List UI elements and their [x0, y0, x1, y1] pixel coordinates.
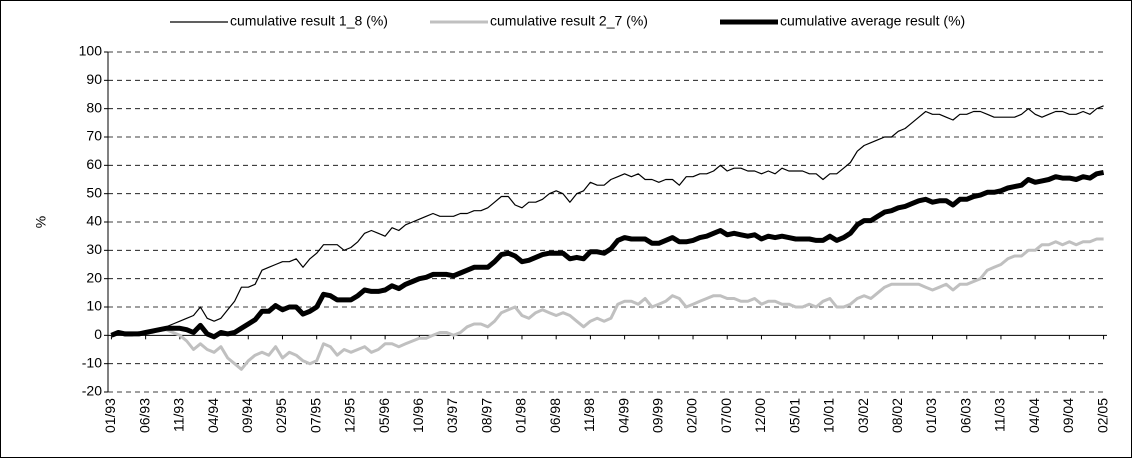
- x-tick-label: 03/97: [444, 398, 460, 433]
- x-tick-label: 11/93: [171, 398, 187, 432]
- y-tick-label: 70: [86, 128, 102, 144]
- series-line: [110, 237, 1104, 371]
- x-tick-label: 04/99: [615, 398, 631, 433]
- x-tick-label: 10/01: [821, 398, 837, 433]
- series-line: [110, 169, 1105, 340]
- legend-label: cumulative average result (%): [780, 13, 965, 29]
- x-tick-label: 01/03: [923, 398, 939, 433]
- x-tick-label: 02/00: [684, 398, 700, 433]
- y-tick-label: 10: [86, 298, 102, 314]
- y-axis-label: %: [33, 216, 49, 228]
- x-tick-label: 03/02: [855, 398, 871, 433]
- x-tick-label: 06/93: [136, 398, 152, 433]
- x-tick-label: 01/98: [513, 398, 529, 433]
- x-tick-label: 04/04: [1026, 398, 1042, 433]
- x-tick-label: 08/02: [889, 398, 905, 433]
- y-tick-label: 30: [86, 241, 102, 257]
- series-line: [111, 105, 1104, 336]
- y-tick-label: 50: [86, 184, 102, 200]
- x-tick-label: 06/03: [957, 398, 973, 433]
- x-tick-label: 02/05: [1094, 398, 1110, 433]
- y-tick-label: 40: [86, 213, 102, 229]
- y-tick-label: -10: [82, 354, 102, 370]
- x-tick-label: 02/95: [273, 398, 289, 433]
- x-tick-label: 05/96: [376, 398, 392, 433]
- x-tick-label: 04/94: [205, 398, 221, 433]
- x-tick-label: 11/98: [581, 398, 597, 432]
- x-tick-label: 10/96: [410, 398, 426, 433]
- x-tick-label: 08/97: [478, 398, 494, 433]
- x-tick-label: 12/95: [342, 398, 358, 433]
- y-tick-label: 90: [86, 71, 102, 87]
- x-tick-label: 09/99: [650, 398, 666, 433]
- x-tick-label: 01/93: [102, 398, 118, 433]
- x-tick-label: 07/95: [307, 398, 323, 433]
- y-tick-label: 60: [86, 156, 102, 172]
- x-tick-label: 11/03: [992, 398, 1008, 432]
- y-tick-label: 80: [86, 99, 102, 115]
- legend-label: cumulative result 2_7 (%): [490, 13, 648, 29]
- y-tick-label: 20: [86, 269, 102, 285]
- x-tick-label: 06/98: [547, 398, 563, 433]
- legend-label: cumulative result 1_8 (%): [230, 13, 388, 29]
- x-tick-label: 09/94: [239, 398, 255, 433]
- y-tick-label: 100: [79, 43, 103, 59]
- y-tick-label: 0: [94, 326, 102, 342]
- x-tick-label: 07/00: [718, 398, 734, 433]
- x-tick-label: 12/00: [752, 398, 768, 433]
- y-tick-label: -20: [82, 383, 102, 399]
- x-tick-label: 05/01: [786, 398, 802, 433]
- x-tick-label: 09/04: [1060, 398, 1076, 433]
